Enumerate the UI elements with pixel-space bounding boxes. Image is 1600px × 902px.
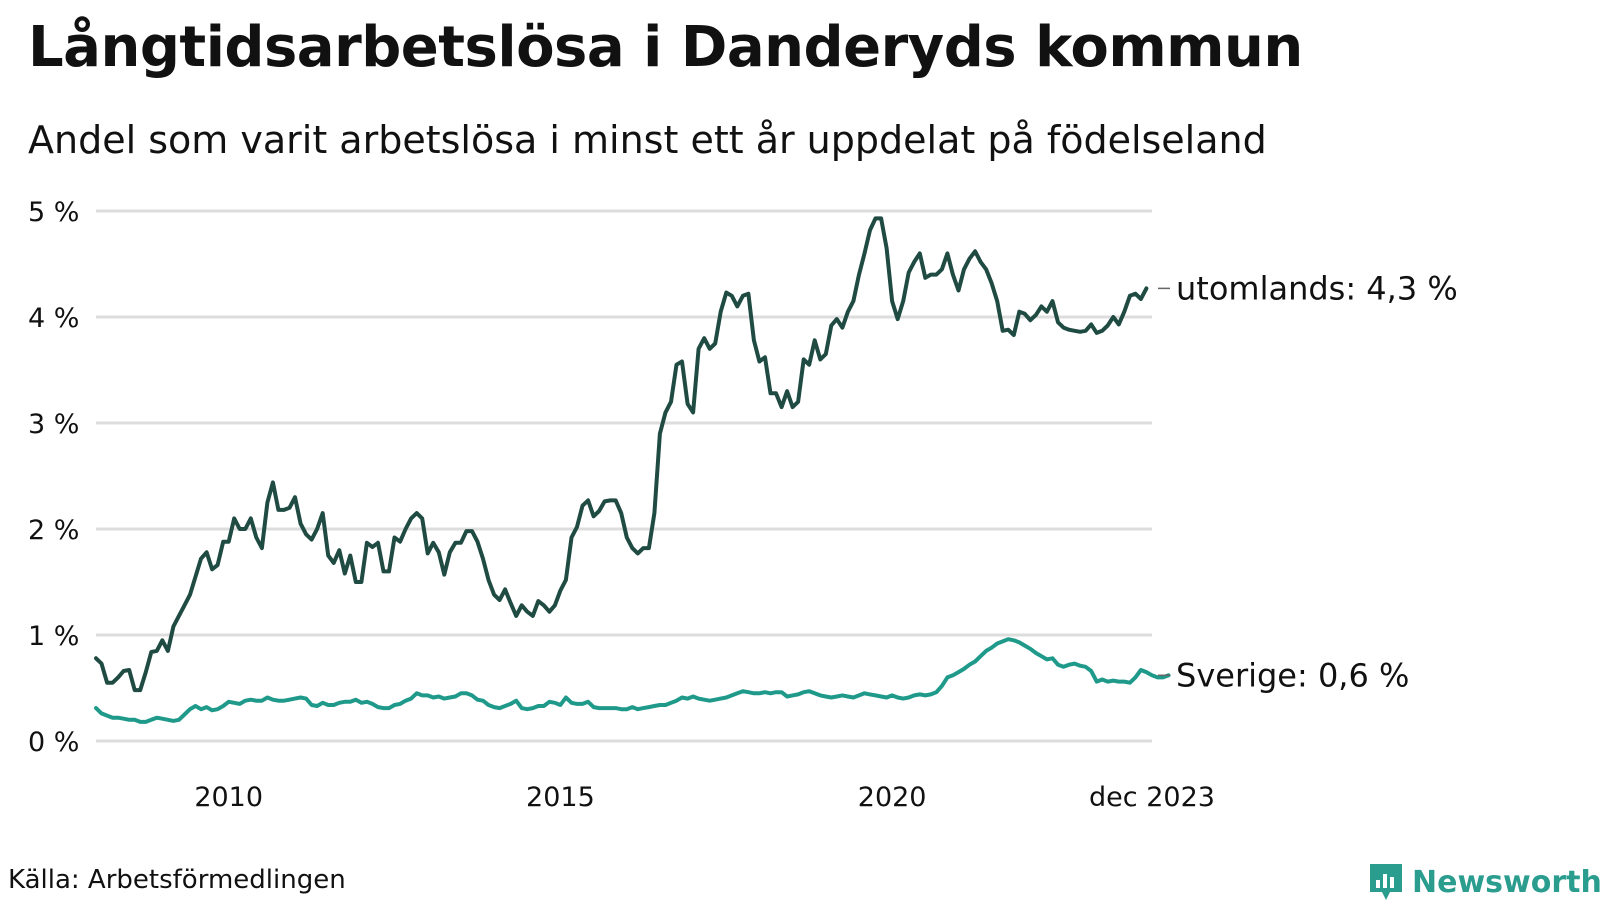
chart-subtitle: Andel som varit arbetslösa i minst ett å… xyxy=(28,118,1267,162)
chart-title: Långtidsarbetslösa i Danderyds kommun xyxy=(28,15,1303,80)
bar-chart-icon xyxy=(1370,864,1402,900)
y-tick-label: 3 % xyxy=(28,409,79,440)
end-label-utomlands: utomlands: 4,3 % xyxy=(1176,269,1458,307)
line-chart: 0 % 1 % 2 % 3 % 4 % 5 % 2010 2015 2020 dec 2023 u… xyxy=(28,197,1458,813)
end-label-sverige: Sverige: 0,6 % xyxy=(1176,656,1409,694)
y-tick-label: 4 % xyxy=(28,303,79,334)
series-line-utomlands xyxy=(94,216,1149,693)
x-tick-label: 2010 xyxy=(194,782,263,813)
y-tick-label: 0 % xyxy=(28,727,79,758)
newsworthy-logo[interactable]: Newsworthy xyxy=(1368,862,1600,902)
source-note: Källa: Arbetsförmedlingen xyxy=(8,865,346,895)
y-tick-label: 5 % xyxy=(28,197,79,228)
x-tick-label: 2020 xyxy=(858,782,927,813)
series-line-sverige xyxy=(94,637,1171,724)
brand-name: Newsworthy xyxy=(1412,864,1600,900)
y-tick-label: 1 % xyxy=(28,621,79,652)
y-tick-label: 2 % xyxy=(28,515,79,546)
x-tick-label: dec 2023 xyxy=(1089,782,1215,813)
x-tick-label: 2015 xyxy=(526,782,595,813)
